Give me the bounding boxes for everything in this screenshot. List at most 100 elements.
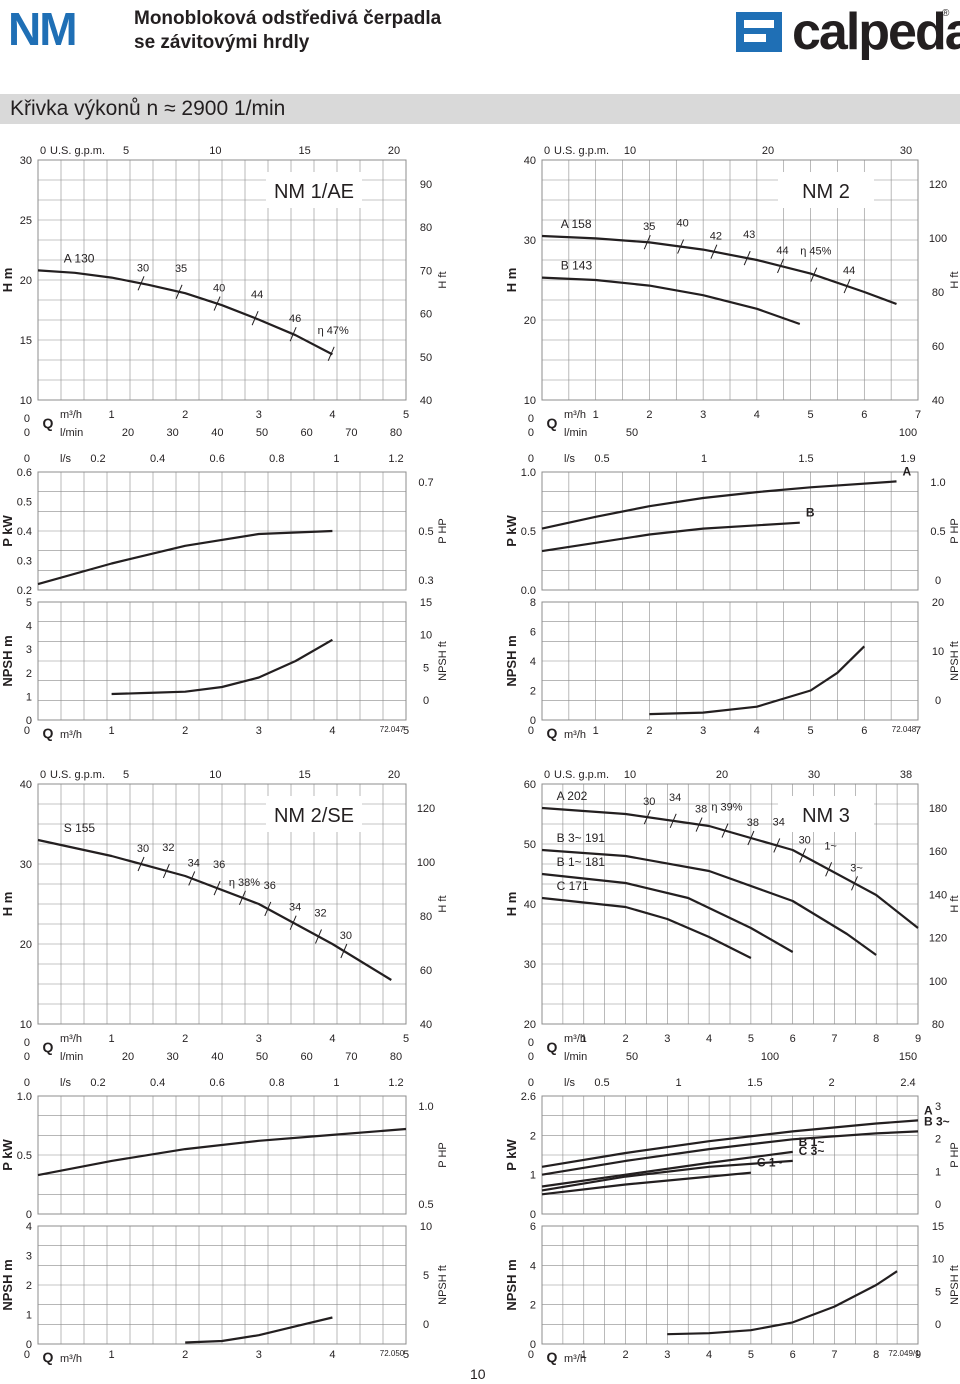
npshft-axis-title: NPSH ft [437,1265,449,1305]
ls-tick-label: 1 [333,1077,339,1089]
efficiency-label: 34 [188,857,200,869]
lmin-tick-label: 20 [122,1051,134,1063]
m3h-tick-label: 6 [790,1033,796,1045]
q-bottom-label: Q [43,725,54,741]
curve-label: B 143 [561,259,593,273]
php-axis-tick-label: 0.7 [418,477,433,489]
usgpm-tick-label: 5 [123,145,129,157]
npsh-axis-tick-label: 6 [530,627,536,639]
m3h-bottom-tick-label: 4 [329,1349,335,1361]
h-axis-title: H m [504,892,519,917]
curve-label: A 158 [561,217,592,231]
m3h-tick-label: 7 [915,409,921,421]
m3h-bottom-tick-label: 1 [109,1349,115,1361]
eff-tick [643,235,651,250]
lmin-label: l/min [60,427,83,439]
curve-label: B 1~ 181 [557,855,606,869]
ls-tick-label: 0.8 [269,453,284,465]
php-axis-title: P HP [437,1142,449,1167]
eff-tick [213,296,221,311]
curve-label: A 130 [64,251,95,265]
model-box: NM 3 [778,796,874,832]
usgpm-zero: 0 [40,145,46,157]
lmin-tick-label: 30 [167,427,179,439]
npsh-axis-tick-label: 0 [530,715,536,727]
hft-axis-tick-label: 120 [417,803,435,815]
ls-tick-label: 1 [701,453,707,465]
lmin-tick-label: 100 [761,1051,779,1063]
npsh-axis-tick-label: 3 [26,1251,32,1263]
ls-tick-label: 0.4 [150,453,165,465]
q-bottom-label: Q [43,1349,54,1365]
ls-tick-label: 0.8 [269,1077,284,1089]
usgpm-tick-label: 38 [900,769,912,781]
lmin-tick-label: 30 [167,1051,179,1063]
m3h-tick-label: 2 [622,1033,628,1045]
m3h-tick-label: 2 [182,1033,188,1045]
curve-label: C 171 [557,879,589,893]
chart-code: 72.050 [380,1349,405,1358]
h-axis-tick-label: 20 [20,939,32,951]
eff-tick [810,267,818,282]
npshft-axis-tick-label: 5 [423,1270,429,1282]
ls-tick-label: 0.6 [210,1077,225,1089]
m3h-label: m³/h [60,1033,82,1045]
npsh-axis-tick-label: 1 [26,691,32,703]
h-axis-tick-label: 40 [524,155,536,167]
p-axis-tick-label: 2.6 [521,1091,536,1103]
m3h-bottom-tick-label: 4 [329,725,335,737]
eff-tick [747,830,755,846]
h-axis-title: H m [0,892,15,917]
efficiency-label: 36 [213,859,225,871]
m3h-tick-label: 7 [831,1033,837,1045]
hft-axis-title: H ft [437,271,449,288]
q-zero: 0 [24,1037,30,1049]
efficiency-label: 32 [162,842,174,854]
efficiency-label: 3~ [850,862,863,874]
php-axis-tick-label: 0 [935,575,941,587]
npsh-axis-title: NPSH m [504,1259,519,1310]
q-bottom-zero: 0 [528,725,534,737]
m3h-tick-label: 4 [754,409,760,421]
npshft-axis-tick-label: 15 [932,1221,944,1233]
m3h-tick-label: 3 [664,1033,670,1045]
eff-tick [695,817,703,832]
ls-label: l/s [60,1077,72,1089]
eff-tick [710,244,718,259]
ls-tick-label: 1.9 [900,453,915,465]
eff-tick [743,250,751,266]
efficiency-label: 40 [213,283,225,295]
hft-axis-tick-label: 70 [420,265,432,277]
model-box-bg [266,796,362,832]
p-axis-tick-label: 1 [530,1170,536,1182]
h-axis-tick-label: 10 [20,395,32,407]
efficiency-label: 35 [643,221,655,233]
npshft-axis-title: NPSH ft [949,641,960,681]
ls-zero: 0 [24,453,30,465]
chart-nm3: 0 U.S. g.p.m. 10 20 30 3820304050608010012014… [504,769,960,1365]
model-name: NM 3 [802,805,850,827]
eff-tick [327,346,335,361]
h-axis-tick-label: 50 [524,839,536,851]
hft-axis-tick-label: 100 [929,233,947,245]
ls-tick-label: 0.5 [594,453,609,465]
hft-axis-tick-label: 50 [420,352,432,364]
npshft-axis-tick-label: 0 [423,1319,429,1331]
q-bottom-label: Q [547,1349,558,1365]
ls-tick-label: 1.2 [388,453,403,465]
ls-tick-label: 1 [333,453,339,465]
p-curve-label: B 3~ [924,1114,950,1128]
h-axis-tick-label: 20 [524,1019,536,1031]
efficiency-label: 30 [799,834,811,846]
page-title-line1: Monobloková odstředivá čerpadla [134,8,442,29]
p-curve-label: C 1~ [757,1156,783,1170]
ls-label: l/s [564,453,576,465]
ls-tick-label: 1.5 [798,453,813,465]
m3h-tick-label: 9 [915,1033,921,1045]
h-axis-tick-label: 30 [20,859,32,871]
usgpm-tick-label: 20 [388,145,400,157]
efficiency-label: 34 [289,902,301,914]
eff-tick [188,871,196,886]
eff-tick [213,880,221,896]
p-axis-tick-label: 0.3 [17,556,32,568]
